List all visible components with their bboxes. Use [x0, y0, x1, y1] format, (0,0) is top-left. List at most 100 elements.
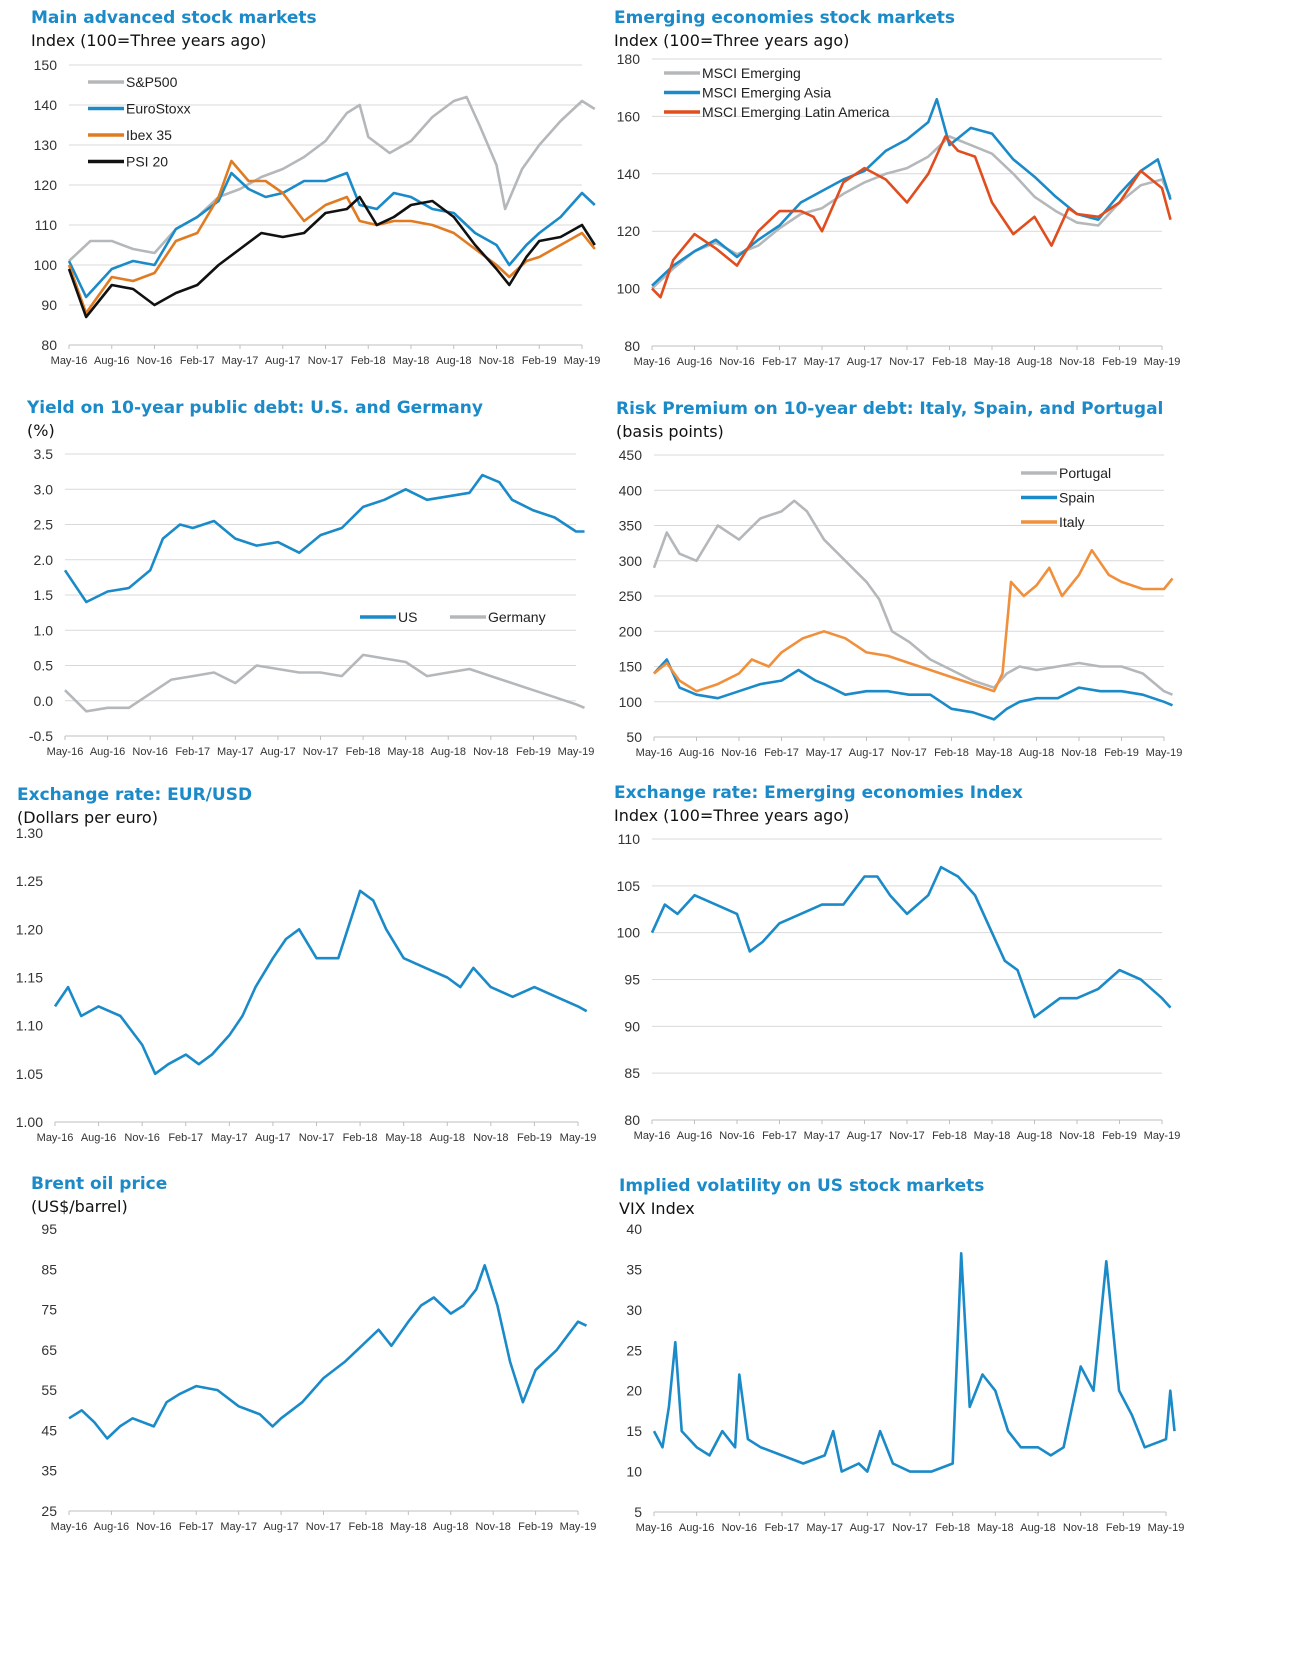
series-line-ibex-35 [67, 159, 596, 315]
x-tick-label: Nov-16 [722, 1522, 757, 1534]
x-tick-label: May-18 [387, 746, 424, 758]
y-tick-label: 40 [626, 1221, 642, 1237]
x-tick-label: Feb-19 [1102, 1130, 1137, 1142]
y-tick-label: 1.10 [16, 1018, 43, 1034]
x-tick-label: May-17 [804, 1130, 841, 1142]
x-tick-label: Feb-18 [351, 355, 386, 367]
x-tick-label: May-19 [560, 1132, 597, 1144]
chart-subtitle: (US$/barrel) [31, 1197, 128, 1216]
y-tick-label: 100 [34, 257, 58, 273]
y-tick-label: 75 [41, 1302, 57, 1318]
panel-brent-oil-price: Brent oil price (US$/barrel) May-16 Aug-1… [31, 1174, 596, 1533]
y-tick-label: 100 [619, 694, 643, 710]
x-tick-label: Nov-18 [1059, 356, 1094, 368]
series-line-portugal [652, 499, 1173, 696]
x-tick-label: Nov-16 [132, 746, 167, 758]
chart-subtitle: Index (100=Three years ago) [614, 806, 850, 825]
x-tick-label: Aug-16 [90, 746, 125, 758]
y-tick-label: 110 [618, 831, 641, 847]
x-tick-label: May-17 [217, 746, 254, 758]
x-tick-label: Nov-16 [719, 356, 754, 368]
x-tick-label: Aug-16 [677, 356, 712, 368]
chart-brent-oil-price: May-16 Aug-16 Nov-16 Feb-17 May-17 Aug-17 Nov-… [41, 1221, 596, 1533]
x-tick-label: Nov-18 [479, 355, 514, 367]
chart-main-advanced-stock-markets: May-16 Aug-16 Nov-16 Feb-17 May-17 Aug-17 Nov-… [34, 57, 601, 367]
y-tick-label: 1.30 [16, 825, 43, 841]
x-tick-label: Nov-18 [1059, 1130, 1094, 1142]
x-tick-label: May-17 [806, 1522, 843, 1534]
x-tick-label: Nov-18 [473, 1132, 508, 1144]
chart-subtitle: (%) [27, 421, 55, 440]
y-tick-label: 150 [34, 57, 58, 73]
x-tick-label: May-16 [47, 746, 84, 758]
chart-title: Exchange rate: Emerging economies Index [614, 783, 1023, 803]
chart-emerging-economies-stock-markets: May-16 Aug-16 Nov-16 Feb-17 May-17 Aug-17 Nov-… [617, 51, 1181, 368]
chart-subtitle: Index (100=Three years ago) [614, 31, 850, 50]
x-tick-label: Feb-18 [934, 747, 969, 759]
y-tick-label: 1.25 [16, 873, 43, 889]
x-tick-label: May-17 [220, 1521, 257, 1533]
y-tick-label: 250 [619, 588, 643, 604]
x-tick-label: Nov-17 [306, 1521, 341, 1533]
y-tick-label: 15 [626, 1423, 642, 1439]
x-tick-label: Aug-18 [1019, 747, 1054, 759]
y-tick-label: 1.15 [16, 970, 43, 986]
x-tick-label: Aug-16 [677, 1130, 712, 1142]
y-tick-label: 180 [617, 51, 641, 67]
x-tick-label: May-16 [51, 355, 88, 367]
x-tick-label: Aug-18 [1020, 1522, 1055, 1534]
panel-yield-10-year-public-debt: Yield on 10-year public debt: U.S. and G… [0, 0, 650, 780]
y-tick-label: 80 [41, 337, 57, 353]
chart-exchange-rate-emerging-index: May-16 Aug-16 Nov-16 Feb-17 May-17 Aug-17 Nov-… [617, 831, 1181, 1142]
x-tick-label: Aug-18 [436, 355, 471, 367]
y-tick-label: 100 [617, 925, 641, 941]
x-tick-label: Aug-16 [94, 1521, 129, 1533]
series-line-psi-20 [67, 195, 596, 319]
y-tick-label: 90 [624, 1018, 640, 1034]
y-tick-label: 200 [619, 623, 643, 639]
x-tick-label: Nov-17 [891, 747, 926, 759]
x-tick-label: May-17 [211, 1132, 248, 1144]
x-tick-label: Feb-18 [932, 356, 967, 368]
x-tick-label: May-17 [804, 356, 841, 368]
y-tick-label: 5 [634, 1504, 642, 1520]
x-tick-label: Aug-16 [679, 1522, 714, 1534]
x-tick-label: Aug-17 [260, 746, 295, 758]
y-tick-label: 350 [619, 518, 643, 534]
x-tick-label: Nov-17 [889, 1130, 924, 1142]
series-line-eurostoxx [67, 171, 596, 299]
x-tick-label: May-16 [636, 1522, 673, 1534]
x-tick-label: May-16 [636, 747, 673, 759]
x-tick-label: Aug-16 [679, 747, 714, 759]
x-tick-label: May-16 [37, 1132, 74, 1144]
y-tick-label: 10 [626, 1464, 642, 1480]
x-tick-label: Aug-17 [255, 1132, 290, 1144]
y-tick-label: 95 [624, 972, 640, 988]
legend-label: Spain [1059, 490, 1095, 506]
y-tick-label: 150 [619, 659, 643, 675]
chart-risk-premium-10-year-debt: May-16 Aug-16 Nov-16 Feb-17 May-17 Aug-17 Nov-… [619, 447, 1183, 759]
x-tick-label: May-18 [390, 1521, 427, 1533]
y-tick-label: 100 [617, 281, 641, 297]
chart-subtitle: Index (100=Three years ago) [31, 31, 267, 50]
series-line [650, 865, 1172, 1019]
y-tick-label: 450 [619, 447, 643, 463]
x-tick-label: Nov-16 [136, 1521, 171, 1533]
x-tick-label: Feb-17 [179, 1521, 214, 1533]
x-tick-label: Aug-17 [263, 1521, 298, 1533]
x-tick-label: Aug-18 [1017, 1130, 1052, 1142]
x-tick-label: Nov-16 [721, 747, 756, 759]
x-tick-label: May-19 [1146, 747, 1183, 759]
y-tick-label: 1.00 [16, 1114, 43, 1130]
y-tick-label: 85 [41, 1261, 57, 1277]
chart-yield-10-year-public-debt: May-16 Aug-16 Nov-16 Feb-17 May-17 Aug-17 Nov-… [29, 446, 594, 758]
y-tick-label: 0.0 [34, 693, 54, 709]
y-tick-label: 300 [619, 553, 643, 569]
y-tick-label: 65 [41, 1342, 57, 1358]
chart-exchange-rate-eur-usd: May-16 Aug-16 Nov-16 Feb-17 May-17 Aug-17 Nov-… [16, 825, 597, 1144]
y-tick-label: 35 [626, 1261, 642, 1277]
x-tick-label: Nov-18 [1061, 747, 1096, 759]
series-line [652, 1252, 1176, 1473]
